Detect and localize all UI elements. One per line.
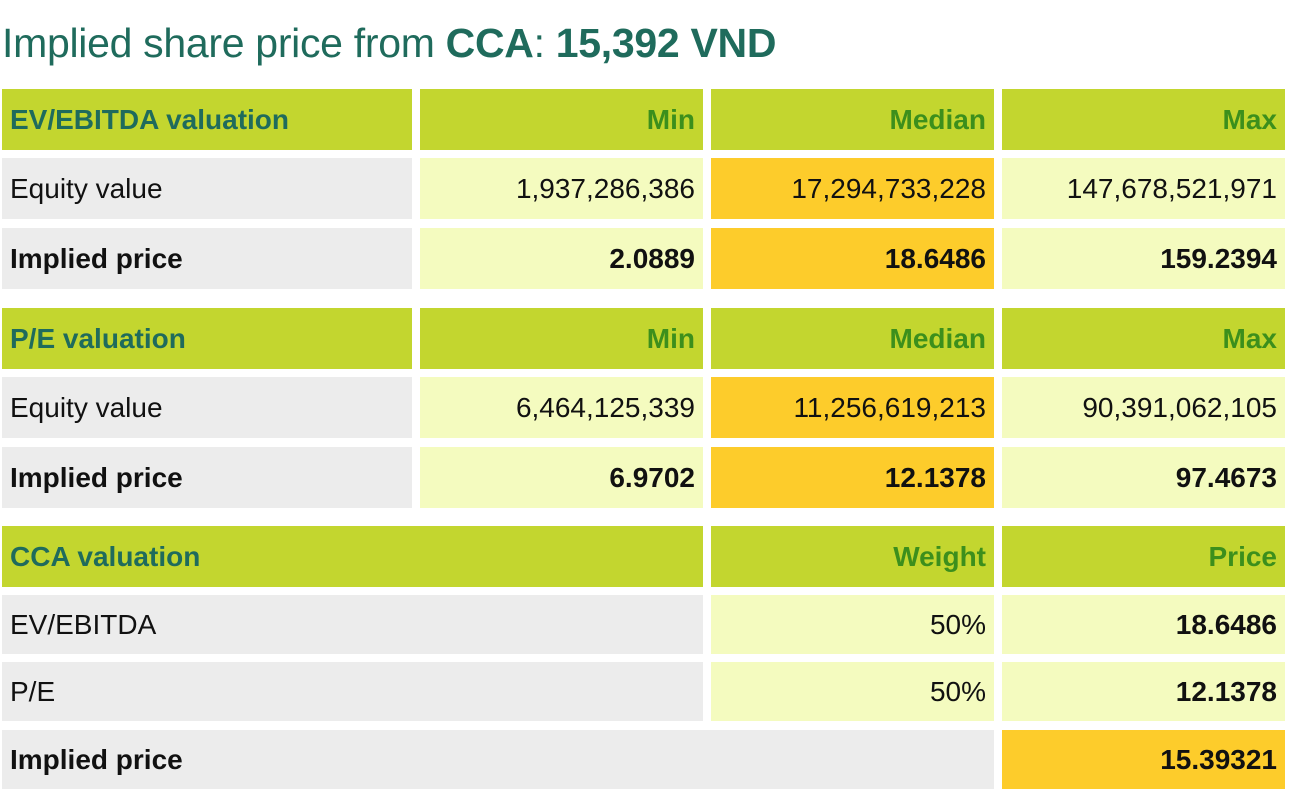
pe-equity-median: 11,256,619,213 [711,377,994,438]
pe-implied-max: 97.4673 [1002,447,1285,508]
pe-equity-label: Equity value [2,377,412,438]
pe-max-header: Max [1002,308,1285,369]
cca-pe-label: P/E [2,662,703,721]
cca-ev-ebitda-weight: 50% [711,595,994,654]
cca-pe-weight: 50% [711,662,994,721]
ev-ebitda-median-header: Median [711,89,994,150]
cca-implied-label: Implied price [2,730,994,789]
pe-median-header: Median [711,308,994,369]
cca-implied-price: 15.39321 [1002,730,1285,789]
cca-price-header: Price [1002,526,1285,587]
pe-implied-median: 12.1378 [711,447,994,508]
cca-ev-ebitda-price: 18.6486 [1002,595,1285,654]
cca-pe-price: 12.1378 [1002,662,1285,721]
cca-section-header: CCA valuation [2,526,703,587]
ev-ebitda-equity-min: 1,937,286,386 [420,158,703,219]
ev-ebitda-min-header: Min [420,89,703,150]
cca-weight-header: Weight [711,526,994,587]
cca-ev-ebitda-label: EV/EBITDA [2,595,703,654]
ev-ebitda-section-header: EV/EBITDA valuation [2,89,412,150]
ev-ebitda-implied-max: 159.2394 [1002,228,1285,289]
ev-ebitda-implied-median: 18.6486 [711,228,994,289]
ev-ebitda-equity-label: Equity value [2,158,412,219]
pe-implied-label: Implied price [2,447,412,508]
pe-section-header: P/E valuation [2,308,412,369]
ev-ebitda-equity-max: 147,678,521,971 [1002,158,1285,219]
pe-equity-min: 6,464,125,339 [420,377,703,438]
ev-ebitda-implied-min: 2.0889 [420,228,703,289]
ev-ebitda-implied-label: Implied price [2,228,412,289]
ev-ebitda-max-header: Max [1002,89,1285,150]
pe-implied-min: 6.9702 [420,447,703,508]
pe-equity-max: 90,391,062,105 [1002,377,1285,438]
page-title: Implied share price from CCA: 15,392 VND [2,20,777,66]
ev-ebitda-equity-median: 17,294,733,228 [711,158,994,219]
pe-min-header: Min [420,308,703,369]
